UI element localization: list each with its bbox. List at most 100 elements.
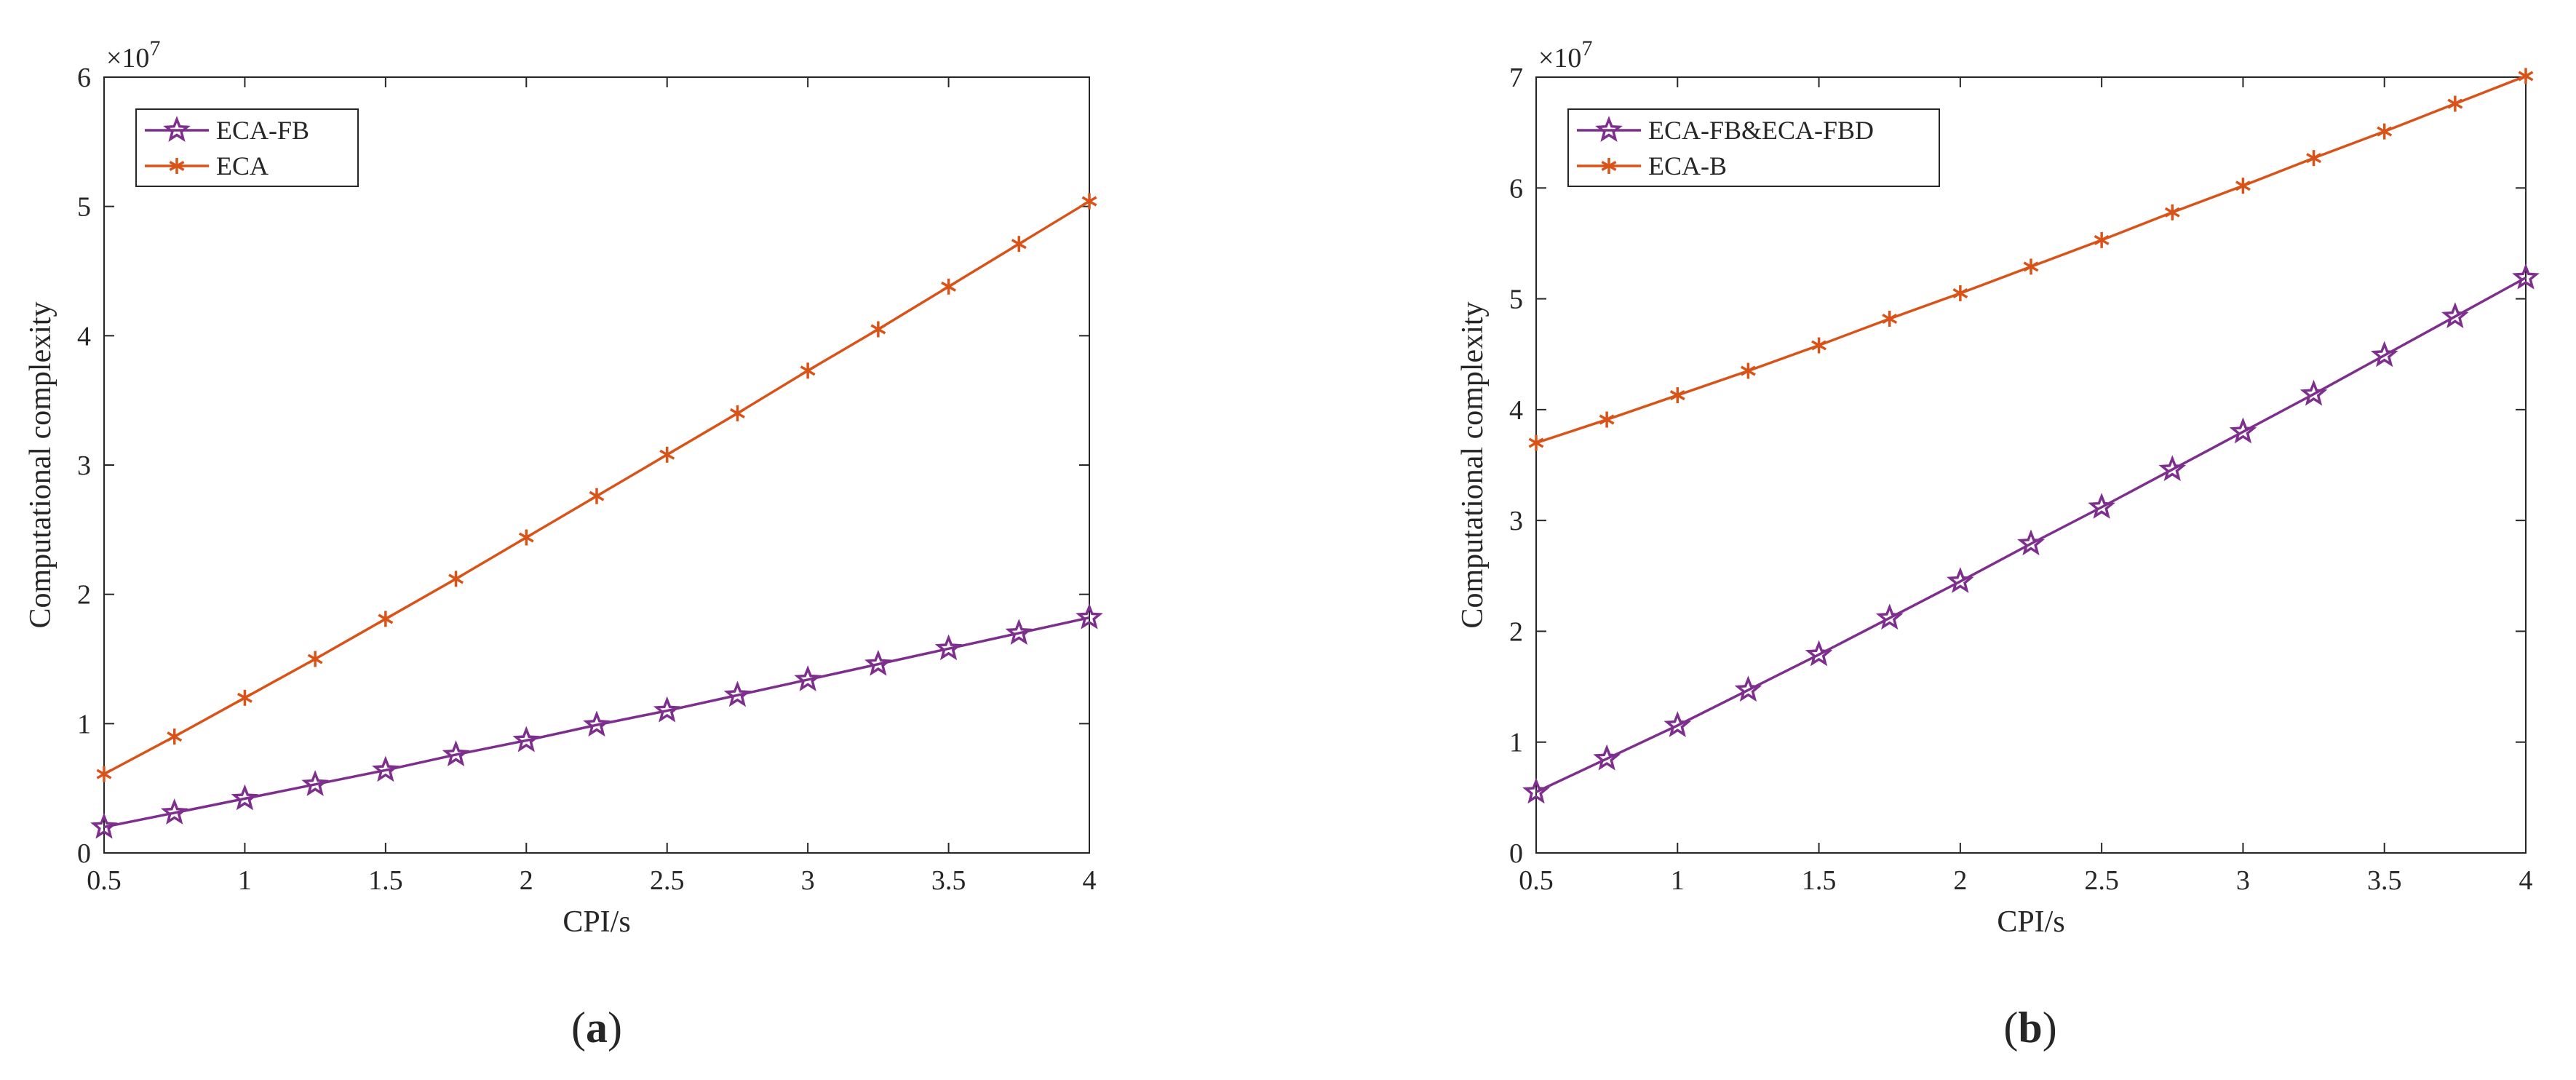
data-point-stroke <box>1081 196 1097 207</box>
x-tick-label: 2 <box>1953 865 1967 896</box>
data-point-stroke <box>2447 98 2463 109</box>
y-tick-label: 3 <box>77 450 91 481</box>
data-point <box>864 649 892 676</box>
data-point <box>1663 711 1692 737</box>
data-point <box>2023 258 2039 275</box>
data-point <box>2512 263 2540 290</box>
y-scale-label: ×107 <box>106 36 160 74</box>
x-tick-label: 1.5 <box>1802 865 1837 896</box>
data-point <box>1522 777 1550 804</box>
data-point <box>2088 493 2115 519</box>
data-point-stroke <box>1528 437 1544 448</box>
y-tick-label: 5 <box>77 192 91 223</box>
y-scale-exponent: 7 <box>1581 36 1592 60</box>
data-point <box>372 755 399 782</box>
axes-box <box>103 76 1090 854</box>
data-point <box>2306 150 2322 167</box>
data-point-stroke <box>2518 71 2534 82</box>
data-point-stroke <box>1811 340 1827 351</box>
legend: ECA-FB ECA <box>135 108 359 187</box>
data-point <box>90 812 118 839</box>
data-point <box>583 710 611 737</box>
data-point <box>1081 193 1097 210</box>
data-point <box>378 611 394 627</box>
data-point-stroke <box>729 408 745 418</box>
data-point-stroke <box>378 614 394 624</box>
y-tick-label: 3 <box>1509 506 1523 536</box>
data-point <box>1947 567 1974 593</box>
series-ECA-FB&ECA-FBD <box>1522 263 2540 804</box>
data-point <box>2441 302 2469 328</box>
data-point-stroke <box>307 654 323 664</box>
data-point-stroke <box>2023 261 2039 272</box>
data-point <box>2370 341 2398 368</box>
y-tick-label: 2 <box>77 580 91 611</box>
y-scale-base: ×10 <box>1538 43 1581 74</box>
y-scale-label: ×107 <box>1538 36 1592 74</box>
data-point <box>2235 178 2251 194</box>
data-point <box>160 798 188 825</box>
data-point-stroke <box>2306 153 2322 164</box>
caption-paren: ) <box>2043 1004 2057 1052</box>
legend-label: ECA-B <box>1648 151 1727 180</box>
y-tick-label: 4 <box>1509 395 1523 426</box>
data-point <box>2377 123 2393 140</box>
data-point-stroke <box>659 449 675 460</box>
legend-label: ECA-FB <box>216 116 309 145</box>
legend-marker <box>1595 116 1623 143</box>
data-point <box>1593 744 1621 771</box>
data-point-stroke <box>2377 126 2393 137</box>
y-scale-base: ×10 <box>106 43 149 74</box>
data-point <box>1740 362 1756 379</box>
x-tick-label: 2.5 <box>2084 865 2119 896</box>
data-point <box>1005 619 1033 645</box>
data-point <box>1076 603 1103 630</box>
data-point-stroke <box>1599 414 1615 425</box>
x-tick-label: 4 <box>2519 865 2533 896</box>
data-point <box>941 278 957 295</box>
x-tick-label: 1.5 <box>368 865 403 896</box>
y-tick-label: 4 <box>77 321 91 352</box>
data-point <box>2158 455 2187 482</box>
y-tick-label: 0 <box>1509 838 1523 869</box>
y-tick-label: 7 <box>1509 63 1523 93</box>
data-point <box>1811 337 1827 354</box>
data-point <box>934 634 963 661</box>
data-point <box>723 680 752 707</box>
data-point <box>167 728 183 745</box>
data-point <box>96 766 112 782</box>
x-tick-label: 3.5 <box>931 865 966 896</box>
chart-panel-b: 0.5 1 1.5 2 2.5 3 3.5 401234567×107CPI/sComputa… <box>1456 36 2540 1052</box>
legend-label: ECA <box>216 151 269 180</box>
y-tick-label: 1 <box>77 709 91 739</box>
y-tick-label: 2 <box>1509 616 1523 647</box>
data-point-stroke <box>2235 180 2251 191</box>
data-point-stroke <box>589 491 605 501</box>
data-point <box>518 529 534 546</box>
x-tick-label: 1 <box>1671 865 1685 896</box>
y-axis-label: Computational complexity <box>1456 301 1490 628</box>
data-point-stroke <box>2094 234 2110 245</box>
data-point <box>231 784 259 811</box>
legend-marker <box>169 158 185 174</box>
data-point-stroke <box>800 365 816 376</box>
legend-box <box>135 108 359 187</box>
data-point <box>1952 285 1968 301</box>
y-tick-label: 5 <box>1509 285 1523 315</box>
data-point <box>589 488 605 504</box>
data-point <box>448 571 464 587</box>
caption-letter: a <box>586 1004 608 1052</box>
x-tick-label: 2.5 <box>650 865 685 896</box>
data-point <box>1669 387 1685 404</box>
legend-marker-stroke <box>1601 160 1617 172</box>
data-point <box>512 726 541 753</box>
data-point <box>2447 95 2463 112</box>
y-tick-label: 6 <box>77 63 91 93</box>
data-point-stroke <box>1740 365 1756 376</box>
data-point <box>2518 68 2534 84</box>
data-point-stroke <box>167 731 183 742</box>
legend-label: ECA-FB&ECA-FBD <box>1648 116 1874 145</box>
data-point-stroke <box>236 692 253 703</box>
chart-panel-a: 0.5 1 1.5 2 2.5 3 3.5 4 0 1 2 3 4 5 6 ×107 CPI/s Computat… <box>24 36 1103 1052</box>
